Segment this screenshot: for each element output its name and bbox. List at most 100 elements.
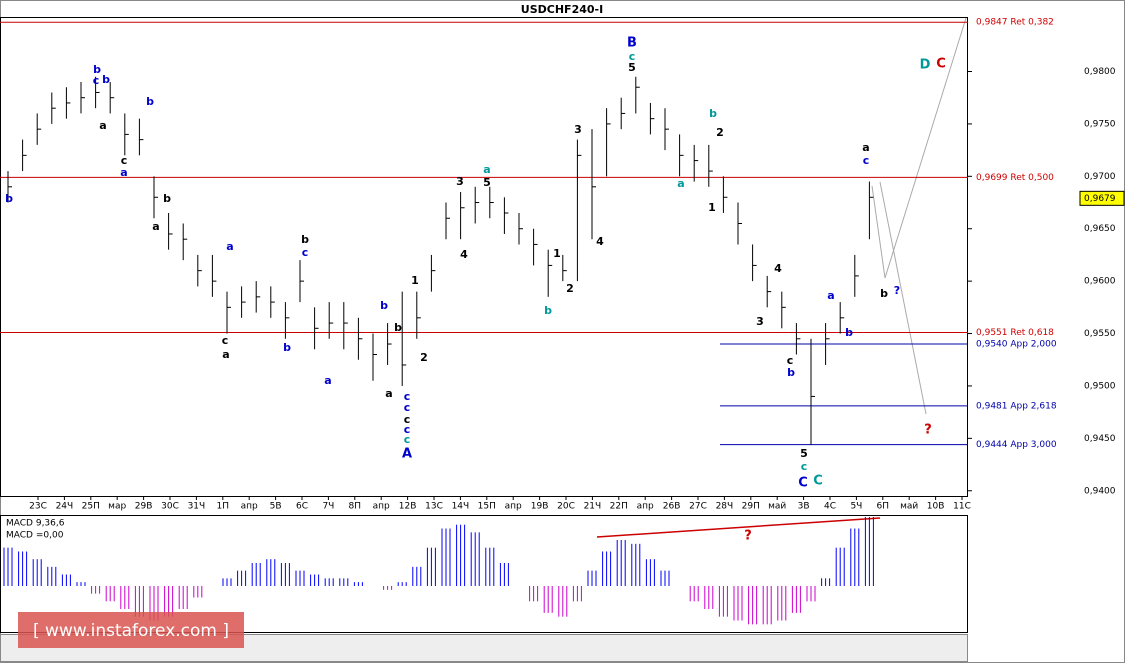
level-label: 0,9699 Ret 0,500 bbox=[976, 173, 1054, 183]
wave-label: 3 bbox=[456, 175, 464, 188]
wave-label: c bbox=[404, 433, 411, 446]
wave-label: ? bbox=[894, 284, 900, 297]
wave-label: a bbox=[862, 141, 869, 154]
wave-label: b bbox=[394, 321, 402, 334]
x-tick-label: апр bbox=[505, 502, 522, 512]
x-tick-label: 31Ч bbox=[188, 502, 206, 512]
wave-label: b bbox=[544, 304, 552, 317]
x-tick-label: 28Ч bbox=[716, 502, 734, 512]
y-tick-label: 0,9800 bbox=[1084, 67, 1116, 77]
x-tick-label: 29В bbox=[135, 502, 153, 512]
y-tick-label: 0,9500 bbox=[1084, 381, 1116, 391]
x-tick-label: апр bbox=[373, 502, 390, 512]
wave-label: 4 bbox=[596, 235, 604, 248]
x-tick-label: 4С bbox=[824, 502, 836, 512]
y-tick-label: 0,9650 bbox=[1084, 224, 1116, 234]
wave-label: c bbox=[93, 74, 100, 87]
wave-label: c bbox=[302, 246, 309, 259]
y-tick-label: 0,9750 bbox=[1084, 119, 1116, 129]
x-tick-label: мар bbox=[108, 502, 126, 512]
wave-label: 2 bbox=[566, 282, 574, 295]
x-tick-label: 7Ч bbox=[322, 502, 334, 512]
last-price-label: 0,9679 bbox=[1084, 194, 1116, 204]
wave-label: C bbox=[936, 57, 946, 72]
wave-label: c bbox=[863, 154, 870, 167]
projection-line bbox=[871, 185, 886, 279]
wave-label: 5 bbox=[628, 61, 636, 74]
x-tick-label: 1П bbox=[217, 502, 230, 512]
wave-label: A bbox=[402, 447, 412, 462]
wave-label: c bbox=[787, 354, 794, 367]
macd-title: MACD 9,36,6 bbox=[6, 519, 65, 529]
wave-label: D bbox=[920, 58, 931, 73]
wave-label: b bbox=[146, 95, 154, 108]
x-tick-label: май bbox=[900, 502, 918, 512]
x-tick-label: 10В bbox=[927, 502, 945, 512]
wave-label: 1 bbox=[708, 201, 716, 214]
wave-label: b bbox=[709, 107, 717, 120]
wave-label: a bbox=[120, 166, 127, 179]
level-label: 0,9551 Ret 0,618 bbox=[976, 328, 1054, 338]
x-tick-label: 20С bbox=[557, 502, 575, 512]
wave-label: c bbox=[404, 423, 411, 436]
wave-label: c bbox=[801, 460, 808, 473]
x-tick-label: 29П bbox=[742, 502, 760, 512]
y-tick-label: 0,9400 bbox=[1084, 486, 1116, 496]
wave-label: b bbox=[5, 192, 13, 205]
x-tick-label: 8П bbox=[349, 502, 362, 512]
y-tick-label: 0,9600 bbox=[1084, 277, 1116, 287]
wave-label: C bbox=[798, 476, 808, 491]
wave-label: a bbox=[222, 348, 229, 361]
wave-label: 4 bbox=[774, 262, 782, 275]
last-price-box bbox=[1079, 190, 1125, 206]
wave-label: 3 bbox=[756, 315, 764, 328]
wave-label: a bbox=[226, 240, 233, 253]
wave-label: ? bbox=[744, 529, 752, 544]
y-tick-label: 0,9700 bbox=[1084, 172, 1116, 182]
projection-line bbox=[884, 17, 967, 279]
x-tick-label: 12В bbox=[399, 502, 417, 512]
wave-label: 4 bbox=[460, 248, 468, 261]
wave-label: c bbox=[222, 334, 229, 347]
wave-label: a bbox=[324, 374, 331, 387]
wave-label: 5 bbox=[483, 176, 491, 189]
x-tick-label: 24Ч bbox=[56, 502, 74, 512]
x-tick-label: 5В bbox=[270, 502, 282, 512]
level-label: 0,9540 App 2,000 bbox=[976, 340, 1057, 350]
x-tick-label: апр bbox=[241, 502, 258, 512]
x-tick-label: 6С bbox=[296, 502, 308, 512]
x-tick-label: 13С bbox=[425, 502, 443, 512]
x-tick-label: 19В bbox=[531, 502, 549, 512]
wave-label: b bbox=[845, 326, 853, 339]
x-tick-label: 21Ч bbox=[584, 502, 602, 512]
watermark-box bbox=[18, 612, 244, 648]
level-label: 0,9481 App 2,618 bbox=[976, 401, 1057, 411]
wave-label: a bbox=[827, 289, 834, 302]
x-tick-label: 25П bbox=[82, 502, 100, 512]
x-tick-label: 14Ч bbox=[452, 502, 470, 512]
wave-label: C bbox=[813, 474, 823, 489]
wave-label: b bbox=[380, 299, 388, 312]
watermark: [ www.instaforex.com ] bbox=[33, 621, 229, 641]
chart-title: USDCHF240-I bbox=[521, 3, 603, 16]
projection-line bbox=[879, 181, 927, 415]
wave-label: b bbox=[102, 73, 110, 86]
x-tick-label: 11С bbox=[953, 502, 971, 512]
wave-label: B bbox=[627, 36, 637, 51]
x-tick-label: 27С bbox=[689, 502, 707, 512]
macd-trendline bbox=[596, 517, 881, 538]
macd-panel bbox=[0, 515, 968, 633]
wave-label: 1 bbox=[553, 247, 561, 260]
y-tick-label: 0,9550 bbox=[1084, 329, 1116, 339]
wave-label: a bbox=[385, 387, 392, 400]
x-tick-label: май bbox=[768, 502, 786, 512]
wave-label: c bbox=[404, 413, 411, 426]
x-tick-label: 30С bbox=[161, 502, 179, 512]
wave-label: c bbox=[629, 50, 636, 63]
wave-label: 3 bbox=[574, 123, 582, 136]
wave-label: a bbox=[483, 163, 490, 176]
x-tick-label: 3В bbox=[798, 502, 810, 512]
wave-label: 2 bbox=[716, 126, 724, 139]
